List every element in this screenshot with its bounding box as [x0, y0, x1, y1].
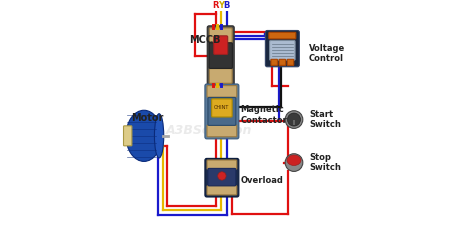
- FancyBboxPatch shape: [207, 186, 237, 195]
- Text: Overload: Overload: [240, 176, 283, 185]
- Text: B: B: [224, 1, 230, 10]
- FancyBboxPatch shape: [209, 43, 232, 68]
- Circle shape: [218, 172, 226, 180]
- FancyBboxPatch shape: [208, 169, 236, 186]
- FancyBboxPatch shape: [269, 32, 296, 39]
- Text: Voltage
Control: Voltage Control: [309, 44, 346, 63]
- Ellipse shape: [126, 110, 162, 161]
- Text: Stop
Switch: Stop Switch: [309, 153, 341, 172]
- FancyBboxPatch shape: [124, 126, 132, 146]
- FancyBboxPatch shape: [279, 59, 286, 65]
- Text: Motor: Motor: [131, 113, 164, 123]
- FancyBboxPatch shape: [271, 59, 277, 65]
- FancyBboxPatch shape: [287, 59, 294, 65]
- FancyBboxPatch shape: [270, 41, 295, 60]
- Circle shape: [285, 111, 303, 128]
- FancyBboxPatch shape: [212, 99, 232, 117]
- Text: R: R: [212, 1, 219, 10]
- FancyBboxPatch shape: [214, 36, 228, 55]
- Circle shape: [285, 154, 303, 171]
- Text: Y: Y: [218, 1, 224, 10]
- Ellipse shape: [155, 114, 164, 158]
- FancyBboxPatch shape: [205, 158, 239, 197]
- FancyBboxPatch shape: [207, 86, 237, 97]
- FancyBboxPatch shape: [207, 26, 234, 85]
- FancyBboxPatch shape: [205, 84, 239, 139]
- FancyBboxPatch shape: [208, 97, 236, 125]
- Text: Magnetic
Contactor: Magnetic Contactor: [240, 105, 287, 125]
- Circle shape: [287, 113, 301, 126]
- Text: A3BSolution: A3BSolution: [166, 123, 252, 137]
- Bar: [293, 119, 295, 125]
- Text: Start
Switch: Start Switch: [309, 110, 341, 129]
- Ellipse shape: [287, 155, 301, 165]
- FancyBboxPatch shape: [265, 31, 299, 67]
- FancyBboxPatch shape: [210, 69, 232, 83]
- FancyBboxPatch shape: [210, 28, 232, 43]
- FancyBboxPatch shape: [207, 160, 237, 169]
- Text: MCCB: MCCB: [189, 36, 221, 46]
- Text: CHINT: CHINT: [214, 105, 229, 110]
- FancyBboxPatch shape: [207, 125, 237, 137]
